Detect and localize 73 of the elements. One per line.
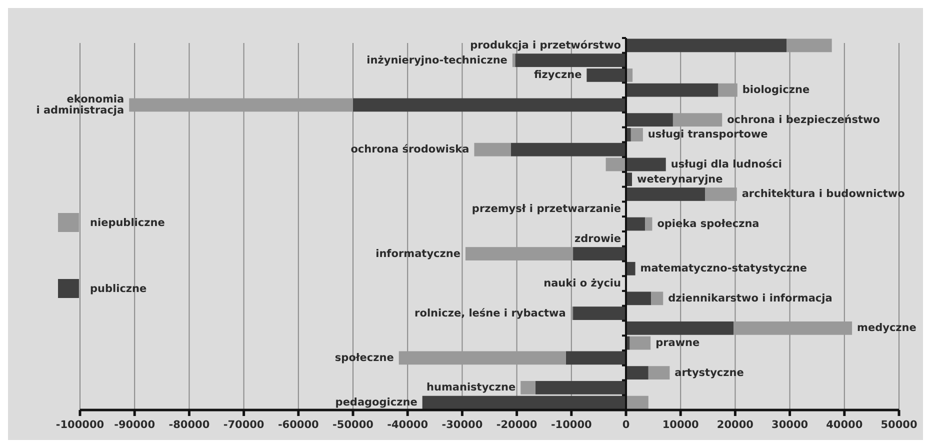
y-tick-label: matematyczno-statystyczne <box>640 262 807 275</box>
x-tick-label: -20000 <box>496 419 538 431</box>
y-tick-label: produkcja i przetwórstwo <box>470 39 621 52</box>
x-tick-label: -80000 <box>168 419 210 431</box>
x-tick-label: -90000 <box>114 419 156 431</box>
bar <box>520 380 536 394</box>
bar <box>630 336 651 350</box>
x-tick-label: -70000 <box>223 419 264 431</box>
bar <box>630 128 643 142</box>
bar <box>626 262 636 276</box>
y-tick-label: informatyczne <box>376 248 460 260</box>
x-tick-label: 40000 <box>826 419 863 431</box>
y-tick-label: biologiczne <box>742 84 810 96</box>
x-tick-label: 50000 <box>880 419 918 431</box>
y-tick-label: artystyczne <box>674 366 744 379</box>
bar <box>353 98 626 112</box>
legend-label: niepubliczne <box>90 216 165 229</box>
bar <box>474 142 511 156</box>
bar <box>398 351 566 365</box>
y-tick-label: ochrona środowiska <box>350 143 470 156</box>
y-tick-label: prawne <box>656 336 700 349</box>
y-tick-label: dziennikarstwo i informacja <box>668 292 832 304</box>
bar <box>645 217 652 231</box>
bar <box>465 247 574 260</box>
bar <box>606 158 626 172</box>
y-tick-label: ekonomia i administracja <box>36 93 124 116</box>
y-tick-label: usługi dla ludności <box>670 158 782 170</box>
bar <box>626 396 648 410</box>
x-tick-label: 10000 <box>662 419 699 431</box>
y-tick-label: fizyczne <box>534 69 582 82</box>
y-tick-label: humanistyczne <box>426 382 516 394</box>
bar <box>651 292 664 306</box>
bar <box>566 351 626 365</box>
x-tick-label: -100000 <box>56 419 104 431</box>
x-tick-label: 20000 <box>716 419 754 431</box>
x-tick-label: 0 <box>622 419 630 431</box>
bar <box>734 321 852 335</box>
y-tick-label: usługi transportowe <box>648 128 768 141</box>
bar <box>705 188 737 201</box>
x-tick-label: -30000 <box>442 419 483 431</box>
bar <box>626 366 648 380</box>
bar <box>672 113 722 127</box>
y-tick-label: architektura i budownictwo <box>742 188 905 200</box>
y-tick-label: pedagogiczne <box>335 396 418 408</box>
y-tick-label: przemysł i przetwarzanie <box>472 202 621 215</box>
x-tick-label: -50000 <box>332 419 374 431</box>
bar <box>718 83 738 97</box>
y-tick-label: społeczne <box>334 352 394 364</box>
bar <box>573 306 626 320</box>
y-tick-label: nauki o życiu <box>544 277 621 290</box>
bar <box>626 38 787 52</box>
x-tick-label: 30000 <box>772 419 808 431</box>
legend-label: publiczne <box>90 282 147 295</box>
y-tick-label: opieka społeczna <box>657 218 760 230</box>
y-tick-label: rolnicze, leśne i rybactwa <box>414 307 566 320</box>
bar <box>648 366 670 380</box>
bar <box>570 306 574 320</box>
bar <box>129 98 353 112</box>
x-tick-label: -10000 <box>550 419 592 431</box>
bar <box>786 38 832 52</box>
y-tick-label: ochrona i bezpieczeństwo <box>727 114 880 126</box>
y-tick-label: inżynieryjno-techniczne <box>366 54 508 66</box>
y-tick-label: zdrowie <box>574 232 621 245</box>
bar <box>626 217 646 231</box>
x-tick-label: -40000 <box>387 419 428 431</box>
bar <box>573 247 626 260</box>
bar <box>512 54 516 68</box>
bar <box>626 292 652 306</box>
bar <box>510 142 626 156</box>
bar <box>626 83 718 97</box>
y-tick-label: medyczne <box>857 322 916 334</box>
y-tick-label: weterynaryjne <box>637 173 723 186</box>
x-tick-label: -60000 <box>278 419 319 431</box>
